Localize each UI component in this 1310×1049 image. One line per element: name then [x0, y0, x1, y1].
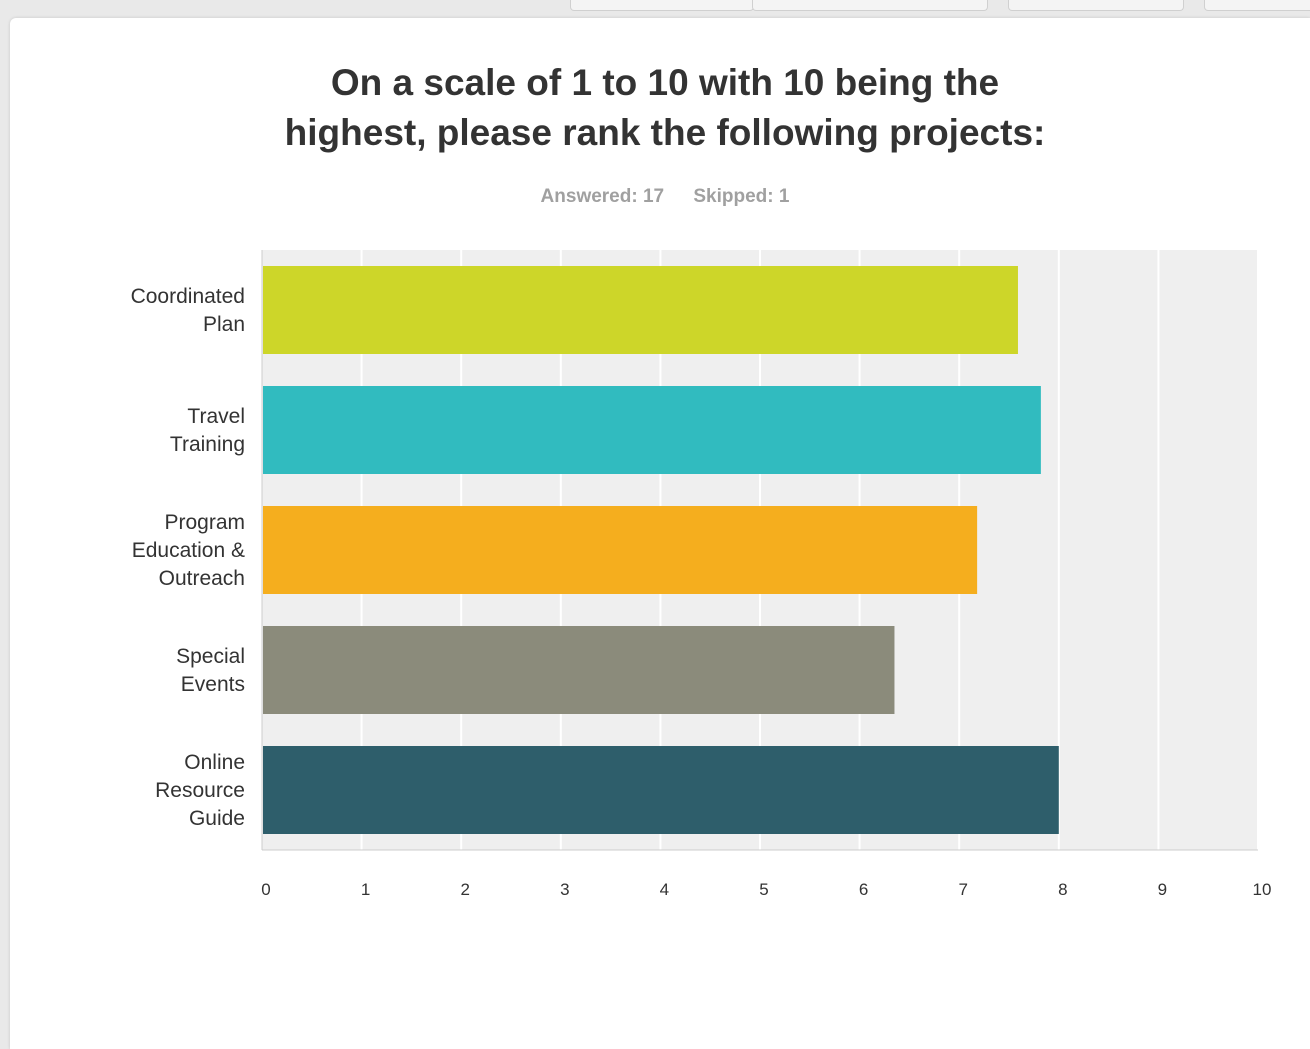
- x-tick-label: 3: [560, 880, 569, 899]
- x-tick-label: 9: [1158, 880, 1167, 899]
- chart-title-line-2: highest, please rank the following proje…: [284, 112, 1046, 153]
- bar: [263, 386, 1041, 474]
- chart-title-line-1: On a scale of 1 to 10 with 10 being the: [330, 62, 1000, 103]
- x-tick-label: 10: [1253, 880, 1272, 899]
- y-category-label: Online Resource Guide: [155, 751, 245, 830]
- top-tab-4[interactable]: [1204, 0, 1310, 11]
- response-stats: Answered: 17 Skipped: 1: [0, 186, 1310, 208]
- x-tick-label: 1: [361, 880, 370, 899]
- x-tick-label: 4: [660, 880, 669, 899]
- skipped-count: Skipped: 1: [693, 186, 790, 207]
- chart-title: On a scale of 1 to 10 with 10 being the …: [0, 58, 1310, 158]
- bar: [263, 506, 978, 594]
- x-tick-label: 8: [1058, 880, 1067, 899]
- y-category-label: Special Events: [176, 645, 245, 696]
- y-category-label: Program Education & Outreach: [132, 511, 245, 590]
- x-tick-label: 6: [859, 880, 868, 899]
- x-tick-label: 0: [261, 880, 270, 899]
- bar: [263, 746, 1059, 834]
- x-tick-label: 7: [958, 880, 967, 899]
- y-category-label: Travel Training: [170, 405, 245, 456]
- top-tab-2[interactable]: [752, 0, 988, 11]
- top-tab-3[interactable]: [1008, 0, 1184, 11]
- bar: [263, 266, 1018, 354]
- y-category-label: Coordinated Plan: [131, 285, 245, 336]
- x-tick-label: 2: [460, 880, 469, 899]
- x-tick-label: 5: [759, 880, 768, 899]
- bar: [263, 626, 895, 714]
- answered-count: Answered: 17: [540, 186, 665, 207]
